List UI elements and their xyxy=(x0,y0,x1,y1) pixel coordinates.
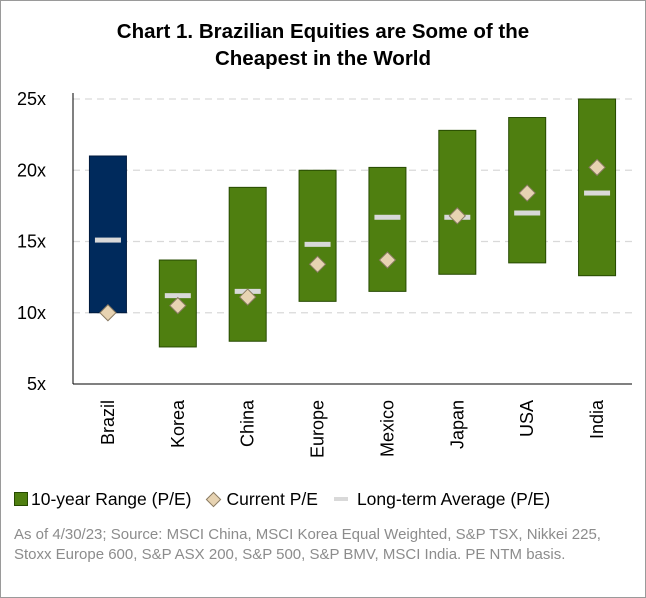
average-marker-brazil xyxy=(94,237,121,243)
current-pe-marker-usa xyxy=(518,184,536,202)
average-marker-india xyxy=(584,190,611,196)
average-marker-usa xyxy=(514,210,541,216)
x-tick-label: India xyxy=(587,399,607,439)
legend-diamond-icon xyxy=(205,491,221,507)
chart-title: Chart 1. Brazilian Equities are Some of … xyxy=(0,18,646,72)
current-pe-marker-korea xyxy=(169,296,187,315)
range-bar-europe xyxy=(298,169,337,302)
legend-range-label: 10-year Range (P/E) xyxy=(31,488,192,509)
x-tick-label: Japan xyxy=(447,400,467,449)
average-marker-europe xyxy=(304,241,331,247)
legend-average-label: Long-term Average (P/E) xyxy=(356,488,551,509)
range-bar-japan xyxy=(438,129,477,275)
y-tick-label: 15x xyxy=(17,232,46,252)
x-tick-label: Korea xyxy=(168,399,188,448)
x-tick-label: USA xyxy=(517,400,537,437)
legend-current-label: Current P/E xyxy=(226,488,318,509)
chart-title-line-1: Chart 1. Brazilian Equities are Some of … xyxy=(116,20,530,43)
range-bar-india xyxy=(578,98,617,277)
range-bar-mexico xyxy=(368,166,407,292)
x-tick-label: Brazil xyxy=(98,400,118,445)
y-tick-label: 5x xyxy=(27,374,46,394)
current-pe-marker-mexico xyxy=(378,251,397,269)
range-bar-brazil xyxy=(88,155,127,314)
average-marker-mexico xyxy=(374,214,401,220)
current-pe-marker-india xyxy=(588,158,606,177)
range-bar-china xyxy=(228,186,267,342)
y-tick-label: 10x xyxy=(17,303,46,323)
current-pe-marker-japan xyxy=(448,207,467,225)
average-marker-korea xyxy=(164,293,191,299)
chart-legend: 10-year Range (P/E) Current P/E Long-ter… xyxy=(14,488,562,510)
x-tick-label: Mexico xyxy=(377,400,397,457)
current-pe-marker-brazil xyxy=(99,304,117,322)
y-tick-label: 25x xyxy=(17,89,46,109)
x-tick-label: Europe xyxy=(308,400,328,458)
legend-item-range: 10-year Range (P/E) xyxy=(14,489,192,510)
current-pe-marker-europe xyxy=(308,255,327,274)
current-pe-marker-china xyxy=(238,288,257,306)
source-footnote: As of 4/30/23; Source: MSCI China, MSCI … xyxy=(14,526,601,563)
y-tick-label: 20x xyxy=(17,160,46,180)
legend-item-current: Current P/E xyxy=(204,489,318,510)
chart-title-line-2: Cheapest in the World xyxy=(214,47,432,70)
legend-average-line-icon xyxy=(333,497,348,501)
legend-range-swatch xyxy=(14,492,28,506)
x-tick-label: China xyxy=(238,399,258,447)
legend-item-average: Long-term Average (P/E) xyxy=(330,489,550,510)
